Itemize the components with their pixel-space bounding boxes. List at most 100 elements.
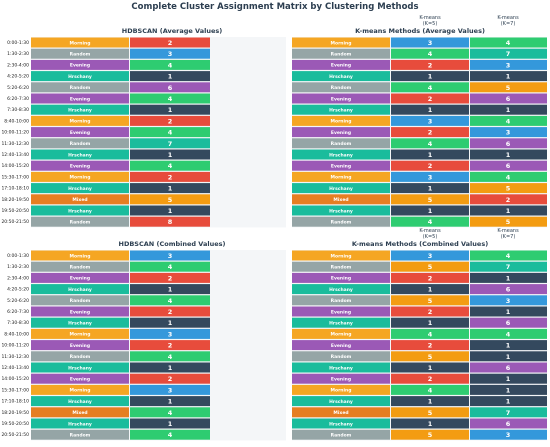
hdbscan-average-row-label: 18:20-19:50 xyxy=(1,197,29,203)
hdbscan-combined-value-cell xyxy=(130,396,210,407)
hdbscan-combined-row-label: 15:30-17:00 xyxy=(1,387,29,393)
hdbscan-average-value-cell xyxy=(130,59,210,70)
hdbscan-average-label-cell xyxy=(31,71,129,82)
hdbscan-average-value-text: 2 xyxy=(168,173,173,181)
kmeans-combined-k5-cell xyxy=(391,295,469,306)
kmeans-average-k7-text: 1 xyxy=(506,207,511,215)
hdbscan-average-value-cell xyxy=(130,48,210,59)
hdbscan-combined-label-cell xyxy=(31,295,129,306)
hdbscan-combined-value-text: 2 xyxy=(168,342,173,350)
kmeans-combined-k5-cell xyxy=(391,340,469,351)
hdbscan-combined-value-cell xyxy=(130,317,210,328)
kmeans-average-label-text: Hrschany xyxy=(329,74,353,80)
hdbscan-average-row-label: 14:00-15:20 xyxy=(1,163,29,169)
hdbscan-combined-title: HDBSCAN (Combined Values) xyxy=(119,240,226,248)
kmeans-average-k5-text: 5 xyxy=(428,196,433,204)
hdbscan-average-label-cell xyxy=(31,138,129,149)
hdbscan-average-value-text: 1 xyxy=(168,106,173,114)
kmeans-combined-k7-cell xyxy=(470,362,547,373)
hdbscan-average-label-cell xyxy=(31,48,129,59)
kmeans-average-k5-text: 2 xyxy=(428,129,433,137)
kmeans-average-k7-cell xyxy=(470,194,547,205)
kmeans-average-k7-text: 7 xyxy=(506,50,511,58)
kmeans-combined-k7-text: 4 xyxy=(506,252,511,260)
hdbscan-average-value-cell xyxy=(130,171,210,182)
hdbscan-combined-label-cell xyxy=(31,250,129,261)
kmeans-combined-k5-text: 5 xyxy=(428,353,433,361)
hdbscan-combined-label-text: Morning xyxy=(70,332,91,338)
hdbscan-combined-value-text: 4 xyxy=(168,431,173,439)
kmeans-average-k7-text: 6 xyxy=(506,95,511,103)
hdbscan-average-value-text: 2 xyxy=(168,117,173,125)
hdbscan-combined-label-text: Random xyxy=(70,265,91,271)
hdbscan-combined-value-text: 1 xyxy=(168,398,173,406)
hdbscan-average-row-label: 12:40-13:40 xyxy=(1,152,29,158)
hdbscan-combined-value-text: 4 xyxy=(168,409,173,417)
kmeans-combined-column-header: K-means xyxy=(497,228,519,234)
hdbscan-combined-value-text: 4 xyxy=(168,353,173,361)
kmeans-average-label-text: Hrschany xyxy=(329,208,353,214)
kmeans-average-k7-text: 5 xyxy=(506,185,511,193)
hdbscan-average-row-label: 8:40-10:00 xyxy=(4,118,29,124)
hdbscan-combined-row-label: 20:50-21:50 xyxy=(1,432,29,438)
kmeans-combined-label-text: Evening xyxy=(331,377,351,383)
hdbscan-combined-value-text: 2 xyxy=(168,274,173,282)
kmeans-combined-label-text: Morning xyxy=(331,332,352,338)
kmeans-combined-k5-cell xyxy=(391,317,469,328)
hdbscan-average-label-text: Random xyxy=(70,85,91,91)
kmeans-average-label-cell xyxy=(292,127,390,138)
hdbscan-combined-value-cell xyxy=(130,373,210,384)
hdbscan-combined-row-label: 5:20-6:20 xyxy=(7,298,29,304)
kmeans-average-k7-cell xyxy=(470,216,547,227)
kmeans-average-k7-cell xyxy=(470,104,547,115)
kmeans-combined-k7-cell xyxy=(470,306,547,317)
kmeans-combined-k7-text: 1 xyxy=(506,398,511,406)
kmeans-average-label-text: Evening xyxy=(331,96,351,102)
kmeans-combined-k7-text: 6 xyxy=(506,319,511,327)
hdbscan-average-label-cell xyxy=(31,194,129,205)
hdbscan-combined-row-label: 0:00-1:30 xyxy=(7,253,29,259)
kmeans-average-label-cell xyxy=(292,149,390,160)
kmeans-combined-label-cell xyxy=(292,384,390,395)
hdbscan-combined-label-text: Hrschany xyxy=(68,421,92,427)
hdbscan-average-value-cell xyxy=(130,127,210,138)
kmeans-combined-k7-cell xyxy=(470,261,547,272)
kmeans-combined-label-cell xyxy=(292,250,390,261)
kmeans-combined-k7-cell xyxy=(470,407,547,418)
kmeans-combined-k5-text: 1 xyxy=(428,286,433,294)
kmeans-average-k5-text: 3 xyxy=(428,117,433,125)
kmeans-average-k7-text: 1 xyxy=(506,151,511,159)
hdbscan-average-label-cell xyxy=(31,127,129,138)
hdbscan-combined-label-cell xyxy=(31,407,129,418)
hdbscan-average-value-text: 1 xyxy=(168,207,173,215)
hdbscan-combined-label-text: Evening xyxy=(70,276,90,282)
kmeans-combined-k7-cell xyxy=(470,351,547,362)
kmeans-combined-k5-text: 1 xyxy=(428,420,433,428)
kmeans-combined-k5-cell xyxy=(391,373,469,384)
hdbscan-combined-value-cell xyxy=(130,418,210,429)
kmeans-average-k7-cell xyxy=(470,149,547,160)
kmeans-average-label-cell xyxy=(292,115,390,126)
hdbscan-combined-row-label: 4:20-5:20 xyxy=(7,287,29,293)
hdbscan-average-label-text: Morning xyxy=(70,40,91,46)
kmeans-combined-label-cell xyxy=(292,340,390,351)
kmeans-average-k5-text: 1 xyxy=(428,151,433,159)
kmeans-average-k5-text: 1 xyxy=(428,207,433,215)
kmeans-average-k7-cell xyxy=(470,171,547,182)
kmeans-average-label-text: Morning xyxy=(331,40,352,46)
kmeans-combined-k7-cell xyxy=(470,418,547,429)
kmeans-combined-k7-text: 1 xyxy=(506,274,511,282)
kmeans-average-k5-cell xyxy=(391,59,469,70)
kmeans-average-label-text: Hrschany xyxy=(329,186,353,192)
kmeans-average-label-text: Random xyxy=(331,52,352,58)
kmeans-average-k5-cell xyxy=(391,82,469,93)
kmeans-average-k7-cell xyxy=(470,71,547,82)
hdbscan-combined-value-cell xyxy=(130,272,210,283)
kmeans-average-k5-text: 3 xyxy=(428,39,433,47)
hdbscan-average-row-label: 2:30-4:00 xyxy=(7,62,29,68)
kmeans-average-k7-cell xyxy=(470,183,547,194)
hdbscan-average-label-text: Hrschany xyxy=(68,152,92,158)
kmeans-combined-k7-text: 1 xyxy=(506,353,511,361)
kmeans-average-k7-text: 6 xyxy=(506,162,511,170)
